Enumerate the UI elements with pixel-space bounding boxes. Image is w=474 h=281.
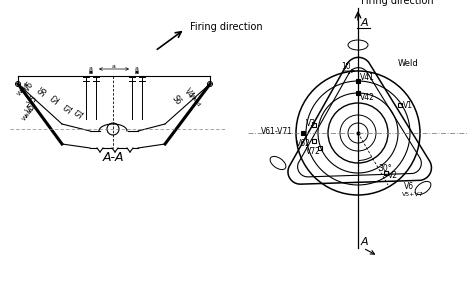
Text: V41: V41 bbox=[360, 74, 375, 83]
Text: a: a bbox=[89, 69, 93, 74]
Text: V5: V5 bbox=[26, 94, 39, 107]
Text: Weld: Weld bbox=[188, 93, 201, 108]
Text: V42: V42 bbox=[360, 94, 375, 103]
Text: Weld: Weld bbox=[17, 82, 30, 97]
Text: V72: V72 bbox=[306, 148, 321, 157]
Text: V6: V6 bbox=[22, 80, 36, 93]
Text: V6: V6 bbox=[404, 182, 414, 191]
Text: Weld: Weld bbox=[398, 59, 419, 68]
Text: V5: V5 bbox=[24, 101, 37, 115]
Text: V62: V62 bbox=[296, 139, 311, 148]
Text: V61-V71: V61-V71 bbox=[261, 126, 293, 135]
Text: a: a bbox=[135, 69, 139, 74]
Text: S1: S1 bbox=[74, 107, 87, 120]
Text: S1: S1 bbox=[63, 102, 76, 115]
Text: 30°: 30° bbox=[378, 164, 392, 173]
Text: S2: S2 bbox=[50, 93, 63, 106]
Text: Weld: Weld bbox=[22, 107, 36, 122]
Text: Firing direction: Firing direction bbox=[361, 0, 434, 6]
Text: V5+V7: V5+V7 bbox=[402, 192, 424, 197]
Text: A: A bbox=[361, 237, 369, 247]
Text: A-A: A-A bbox=[102, 151, 124, 164]
Text: a: a bbox=[89, 66, 93, 71]
Text: S6: S6 bbox=[170, 94, 183, 107]
Text: S6: S6 bbox=[37, 85, 50, 98]
Text: 10: 10 bbox=[341, 62, 351, 71]
Text: a: a bbox=[135, 66, 139, 71]
Text: V2: V2 bbox=[388, 171, 398, 180]
Text: a: a bbox=[112, 64, 116, 69]
Text: V1: V1 bbox=[403, 101, 413, 110]
Text: A: A bbox=[361, 18, 369, 28]
Text: V4: V4 bbox=[182, 87, 195, 100]
Text: Firing direction: Firing direction bbox=[190, 22, 263, 32]
Text: V3: V3 bbox=[306, 119, 316, 128]
